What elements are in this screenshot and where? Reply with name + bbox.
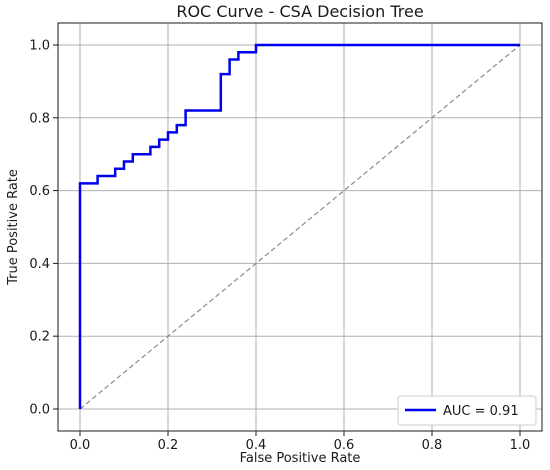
x-tick-label: 0.0 [70,438,91,453]
grid-lines [58,23,542,431]
legend-box [397,395,537,426]
x-tick-label: 1.0 [510,438,531,453]
x-axis-ticks: 0.0 0.2 0.4 0.6 0.8 1.0 [70,431,531,453]
x-tick-label: 0.8 [422,438,443,453]
y-tick-label: 0.8 [29,111,50,126]
y-tick-label: 0.2 [29,330,50,345]
y-axis-title: True Positive Rate [6,169,21,286]
legend-label: AUC = 0.91 [443,404,519,419]
roc-curve-line [78,43,520,409]
series-group [78,43,521,410]
x-tick-label: 0.2 [158,438,179,453]
x-tick-label: 0.4 [246,438,267,453]
plot-background [58,23,542,431]
chart-title: ROC Curve - CSA Decision Tree [176,2,423,21]
x-tick-label: 0.6 [334,438,355,453]
y-tick-label: 1.0 [29,39,50,54]
legend: AUC = 0.91 [397,395,537,426]
y-tick-label: 0.0 [29,403,50,418]
x-axis-title: False Positive Rate [240,451,361,466]
y-tick-label: 0.4 [29,257,50,272]
y-axis-ticks: 0.0 0.2 0.4 0.6 0.8 1.0 [29,39,58,418]
chance-diagonal-line [79,44,521,410]
y-tick-label: 0.6 [29,184,50,199]
plot-frame [57,22,543,432]
